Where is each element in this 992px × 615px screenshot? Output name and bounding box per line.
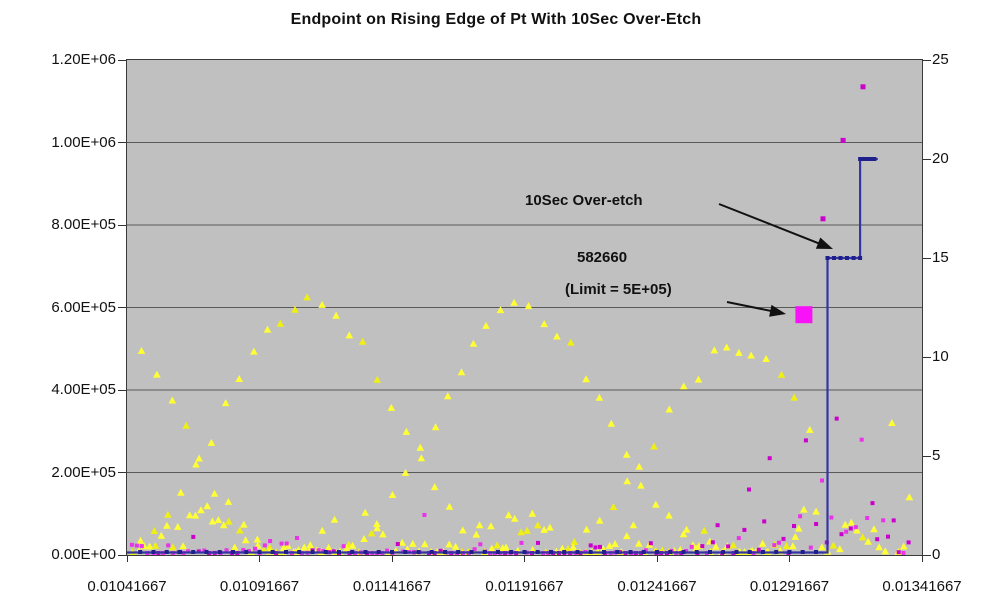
chart-canvas <box>127 84 922 555</box>
y-left-tick <box>118 472 126 473</box>
series-optical-emission-b <box>137 298 800 555</box>
y-right-tick-label: 15 <box>932 249 949 266</box>
x-tick <box>126 556 128 562</box>
limit-label: (Limit = 5E+05) <box>565 281 672 298</box>
x-tick-label: 0.01191667 <box>485 578 564 595</box>
y-left-tick <box>118 389 126 391</box>
annotation-arrows <box>718 203 833 317</box>
y-left-tick <box>118 224 126 226</box>
y-right-tick <box>923 455 931 457</box>
y-right-tick-label: 20 <box>932 150 949 167</box>
y-right-tick-label: 0 <box>932 546 941 563</box>
x-tick-label: 0.01341667 <box>882 578 962 595</box>
y-right-tick-label: 25 <box>932 51 949 68</box>
y-right-tick <box>923 356 931 358</box>
x-tick-label: 0.01091667 <box>219 578 300 595</box>
x-tick-label: 0.01241667 <box>617 578 697 595</box>
y-left-tick-label: 2.00E+05 <box>51 463 116 481</box>
gridlines <box>127 142 922 473</box>
y-left-tick <box>118 142 126 143</box>
x-tick-label: 0.01141667 <box>352 578 432 595</box>
y-right-tick <box>923 158 931 160</box>
x-tick <box>524 556 525 562</box>
y-right-tick-label: 5 <box>932 447 941 464</box>
y-right-tick-label: 10 <box>932 348 949 365</box>
y-right-tick <box>923 257 931 259</box>
x-tick <box>656 556 658 562</box>
y-left-tick-label: 1.20E+06 <box>51 51 116 68</box>
y-left-tick-label: 4.00E+05 <box>51 381 116 398</box>
plot-area: 10Sec Over-etch 582660 (Limit = 5E+05) <box>126 59 923 556</box>
series-endpoint-trigger <box>795 306 813 324</box>
y-left-tick <box>118 307 126 308</box>
y-right-tick <box>923 554 931 556</box>
series-endpoint-step <box>127 157 878 554</box>
series-optical-emission-a <box>136 293 798 555</box>
y-right-tick <box>923 59 931 61</box>
over-etch-label: 10Sec Over-etch <box>525 192 643 209</box>
x-tick <box>391 556 393 562</box>
x-tick <box>259 556 260 562</box>
y-left-tick <box>118 59 126 61</box>
x-tick <box>921 556 923 562</box>
y-left-tick-label: 6.00E+05 <box>51 298 116 316</box>
x-tick-label: 0.01291667 <box>749 578 830 595</box>
y-left-tick <box>118 554 126 556</box>
x-tick-label: 0.01041667 <box>87 578 167 595</box>
y-left-tick-label: 1.00E+06 <box>51 133 116 151</box>
y-left-tick-label: 8.00E+05 <box>51 216 116 233</box>
chart-title: Endpoint on Rising Edge of Pt With 10Sec… <box>290 11 702 28</box>
series-noise-outliers <box>820 84 866 222</box>
endpoint-value-label: 582660 <box>577 249 628 266</box>
x-tick <box>789 556 790 562</box>
y-left-tick-label: 0.00E+00 <box>51 546 116 563</box>
